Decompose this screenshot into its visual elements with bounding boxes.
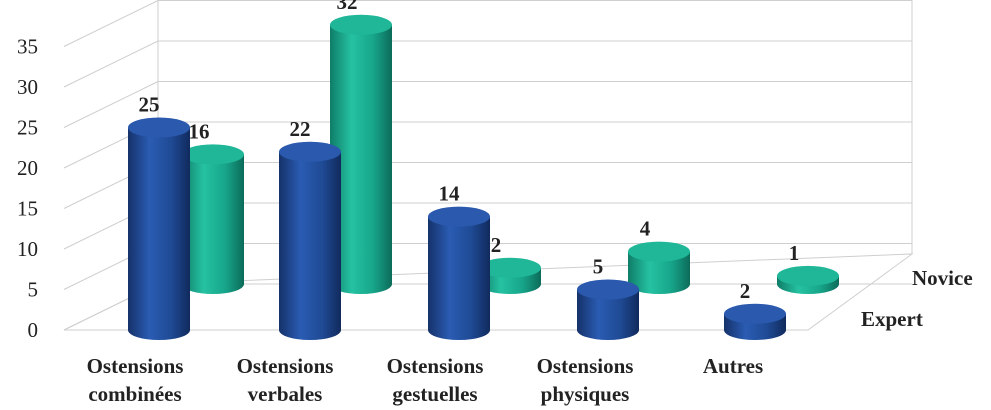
- data-label: 22: [290, 117, 311, 141]
- bar-novice-body: [628, 251, 690, 294]
- legend-novice: Novice: [912, 266, 973, 290]
- bar-expert: [724, 303, 786, 340]
- bar-novice-top: [777, 265, 839, 286]
- x-tick-label: Ostensions combinées: [87, 354, 184, 406]
- bar-expert-body: [577, 289, 639, 340]
- y-tick-label: 0: [28, 318, 39, 342]
- bar-expert-body: [128, 127, 190, 340]
- plot-area: 16 32 2 4 1 25 22 14 5 2: [128, 0, 839, 340]
- bar-expert-top: [577, 279, 639, 300]
- bar-expert-top: [724, 303, 786, 324]
- bar-novice-top: [479, 257, 541, 278]
- x-tick-label: Autres: [703, 354, 763, 378]
- x-tick-label: Ostensions verbales: [237, 354, 334, 406]
- data-label: 2: [740, 279, 751, 303]
- y-tick-label: 10: [17, 237, 38, 261]
- x-tick-label: Ostensions physiques: [537, 354, 634, 406]
- bar-expert-top: [279, 141, 341, 162]
- bar-expert-top: [428, 206, 490, 227]
- bar-expert-body: [428, 216, 490, 340]
- bar-expert: [279, 141, 341, 340]
- bar-novice-top: [182, 144, 244, 165]
- y-tick-label: 35: [17, 35, 38, 59]
- bar-expert: [577, 279, 639, 340]
- y-tick-label: 15: [17, 197, 38, 221]
- y-tick-label: 5: [28, 278, 39, 302]
- bar-novice: [182, 144, 244, 294]
- bar-novice-body: [182, 154, 244, 294]
- bar-novice: [777, 265, 839, 294]
- data-label: 1: [789, 241, 800, 265]
- bar-novice-top: [628, 241, 690, 262]
- bar-novice: [628, 241, 690, 294]
- y-tick-label: 20: [17, 156, 38, 180]
- data-label: 16: [189, 119, 210, 143]
- bar-novice-top: [330, 14, 392, 35]
- data-label: 14: [439, 182, 461, 206]
- gridline-side: [63, 0, 159, 47]
- legend: Novice Expert: [861, 266, 973, 331]
- legend-expert: Expert: [861, 307, 923, 331]
- x-tick-label: Ostensions gestuelles: [387, 354, 484, 406]
- y-tick-label: 30: [17, 75, 38, 99]
- bar-expert-top: [128, 117, 190, 138]
- data-label: 2: [491, 233, 502, 257]
- bar-expert-body: [279, 151, 341, 340]
- data-label: 4: [640, 217, 651, 241]
- data-label: 32: [337, 0, 358, 14]
- bar-novice: [479, 257, 541, 294]
- bar-novice: [330, 14, 392, 295]
- bar-expert: [128, 117, 190, 340]
- bar-novice-body: [330, 24, 392, 295]
- data-label: 5: [593, 255, 604, 279]
- y-axis: 0 5 10 15 20 25 30 35: [17, 35, 38, 343]
- gridline-side: [63, 40, 159, 88]
- y-tick-label: 25: [17, 116, 38, 140]
- bar-expert: [428, 206, 490, 340]
- x-axis: Ostensions combinées Ostensions verbales Ost…: [87, 354, 764, 406]
- gridline-side: [63, 81, 159, 128]
- data-label: 25: [139, 93, 160, 117]
